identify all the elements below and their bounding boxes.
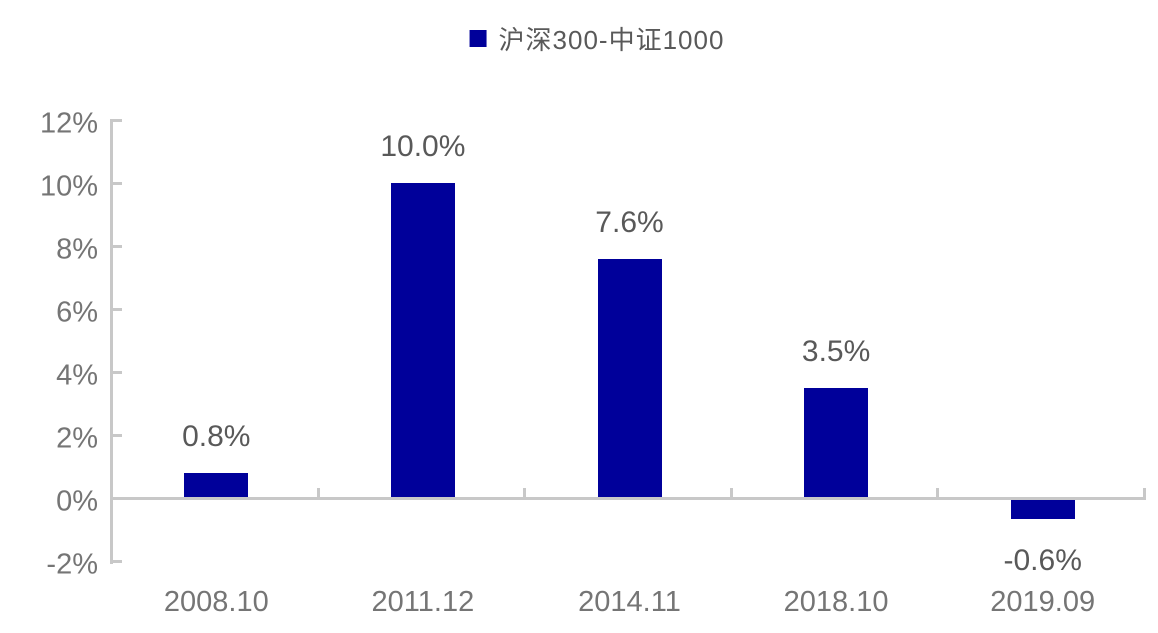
y-axis-tick <box>110 182 122 185</box>
y-axis-tick-label: -2% <box>46 548 98 581</box>
y-axis-tick-label: 10% <box>39 170 98 203</box>
bar-value-label: 10.0% <box>380 130 466 163</box>
x-axis-tick-label: 2011.12 <box>371 586 475 618</box>
bar-value-label: -0.6% <box>1003 543 1082 577</box>
y-axis-tick <box>110 308 122 311</box>
y-axis-tick-label: 6% <box>56 296 98 329</box>
bar-value-label: 0.8% <box>182 419 251 453</box>
bar-value-label: 3.5% <box>801 334 871 368</box>
bar <box>184 472 249 498</box>
y-axis-tick <box>110 371 122 374</box>
bar <box>804 387 869 498</box>
bar <box>597 258 662 498</box>
y-axis-tick-label: 8% <box>56 233 98 266</box>
y-axis-tick-label: 4% <box>56 359 98 392</box>
y-axis-line <box>110 120 113 564</box>
bar <box>1010 500 1075 519</box>
x-axis-tick <box>729 488 733 497</box>
legend-label: 沪深300-中证1000 <box>498 25 725 55</box>
x-axis-tick <box>523 488 527 497</box>
x-axis-line <box>110 497 1146 500</box>
y-axis-tick <box>110 434 122 437</box>
y-axis-tick-label: 2% <box>56 422 98 455</box>
y-axis-tick <box>110 119 122 122</box>
y-axis-tick-label: 0% <box>56 485 98 518</box>
x-axis-tick <box>1143 488 1146 497</box>
x-axis-tick <box>936 488 940 497</box>
x-axis-tick-label: 2014.11 <box>578 586 681 618</box>
y-axis-tick <box>110 560 122 563</box>
y-axis-tick-label: 12% <box>39 107 98 140</box>
legend-swatch-icon <box>469 30 487 47</box>
legend: 沪深300-中证1000 <box>469 20 725 57</box>
bar-value-label: 7.6% <box>595 205 664 239</box>
x-axis-tick-label: 2008.10 <box>163 586 269 618</box>
x-axis-tick-label: 2018.10 <box>783 586 889 618</box>
y-axis-tick <box>110 245 122 248</box>
x-axis-tick-label: 2019.09 <box>990 586 1096 618</box>
x-axis-tick <box>316 488 320 497</box>
bar <box>390 183 455 498</box>
